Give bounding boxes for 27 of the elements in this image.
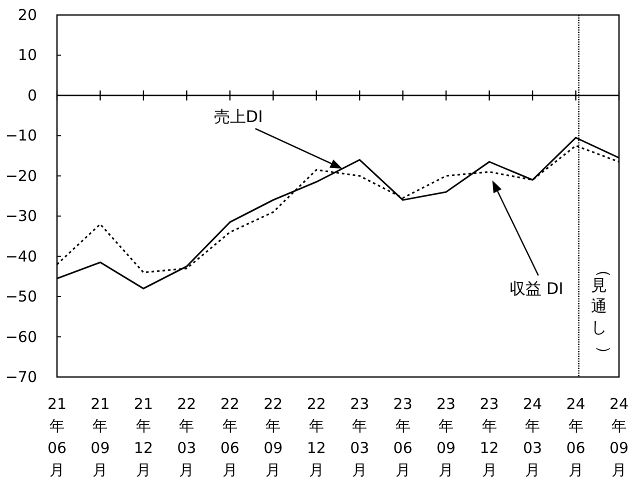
y-tick-label: −10 (5, 126, 37, 145)
y-tick-label: −20 (5, 166, 37, 185)
x-tick-label: 21年09月 (90, 395, 110, 479)
x-tick-label: 24年03月 (522, 395, 542, 479)
x-tick-label: 23年03月 (350, 395, 370, 479)
x-tick-label: 23年09月 (436, 395, 456, 479)
x-tick-label: 23年06月 (393, 395, 412, 479)
y-tick-label: −30 (5, 207, 37, 226)
x-tick-label: 22年06月 (220, 395, 240, 479)
y-tick-label: −50 (5, 288, 37, 306)
y-tick-label: 20 (18, 6, 37, 24)
y-tick-label: 0 (27, 86, 37, 104)
x-tick-label: 21年12月 (134, 395, 154, 479)
x-tick-label: 22年12月 (306, 395, 326, 479)
legend-label: 売上DI (214, 107, 263, 126)
x-tick-label: 22年03月 (177, 395, 196, 479)
x-tick-label: 22年09月 (264, 395, 283, 479)
y-tick-label: −70 (5, 368, 37, 386)
x-tick-label: 21年06月 (47, 395, 67, 479)
x-tick-label: 24年09月 (609, 395, 629, 479)
y-tick-label: −40 (5, 247, 37, 266)
ref-line-label: （見通し） (590, 262, 614, 362)
text: 収益 DI (509, 278, 564, 298)
x-tick-label: 23年12月 (480, 395, 499, 479)
y-tick-label: 10 (18, 46, 37, 64)
x-tick-label: 24年06月 (566, 395, 586, 479)
y-tick-label: −60 (5, 328, 37, 346)
